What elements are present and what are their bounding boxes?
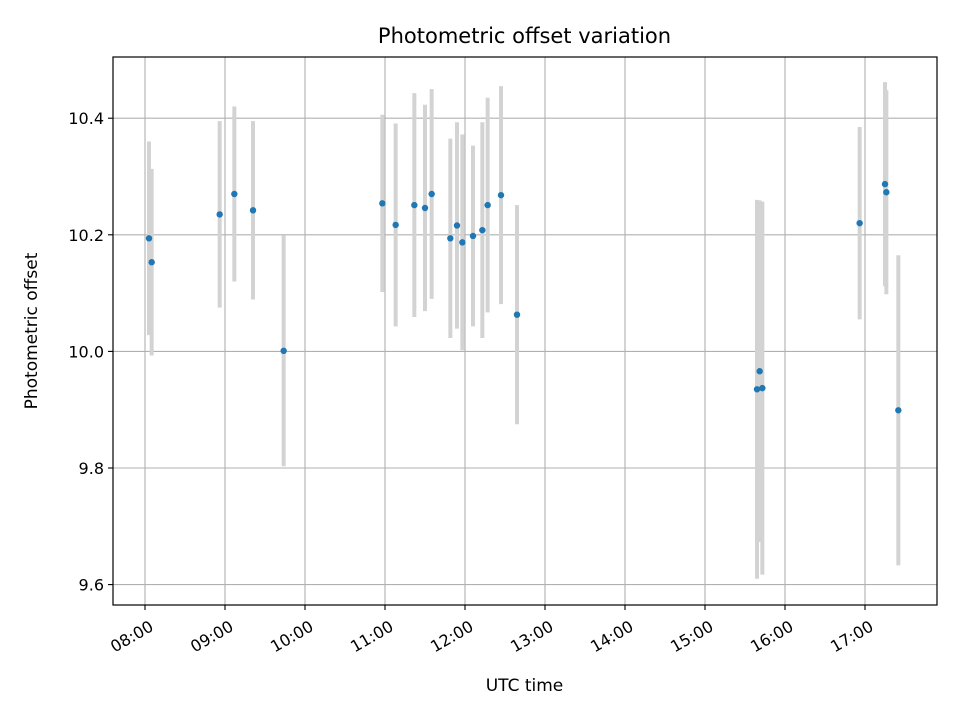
data-point	[379, 200, 386, 207]
data-point	[392, 221, 399, 229]
data-point	[497, 191, 505, 199]
data-point	[216, 211, 223, 218]
data-point	[280, 347, 287, 355]
chart-title: Photometric offset variation	[378, 24, 671, 48]
data-point	[759, 384, 766, 392]
data-point	[428, 190, 435, 198]
data-point	[484, 201, 491, 209]
data-point	[249, 207, 257, 214]
data-point	[753, 386, 761, 393]
data-point	[447, 235, 454, 242]
y-tick-label: 10.2	[68, 226, 104, 245]
data-point	[145, 235, 153, 242]
data-point	[421, 204, 429, 212]
y-axis: 9.6 9.8 10.0 10.2 10.4	[68, 109, 113, 595]
data-point	[856, 219, 863, 227]
data-point	[756, 368, 763, 375]
data-point	[411, 201, 418, 209]
y-tick-label: 9.8	[79, 459, 104, 478]
data-point	[895, 407, 902, 414]
data-point	[469, 232, 477, 240]
data-point	[459, 239, 466, 246]
data-point	[231, 190, 238, 198]
y-tick-label: 9.6	[79, 576, 104, 595]
data-point	[479, 226, 486, 234]
plot-frame	[112, 56, 938, 606]
x-axis-label: UTC time	[486, 676, 564, 696]
data-point	[883, 189, 890, 196]
grid-lines	[113, 57, 937, 605]
y-axis-label: Photometric offset	[22, 252, 42, 409]
y-tick-label: 10.0	[68, 342, 104, 361]
data-points	[145, 180, 902, 414]
y-tick-label: 10.4	[68, 109, 104, 128]
data-point	[453, 222, 461, 229]
data-point	[513, 311, 521, 318]
data-point	[881, 180, 889, 188]
data-point	[148, 259, 155, 266]
